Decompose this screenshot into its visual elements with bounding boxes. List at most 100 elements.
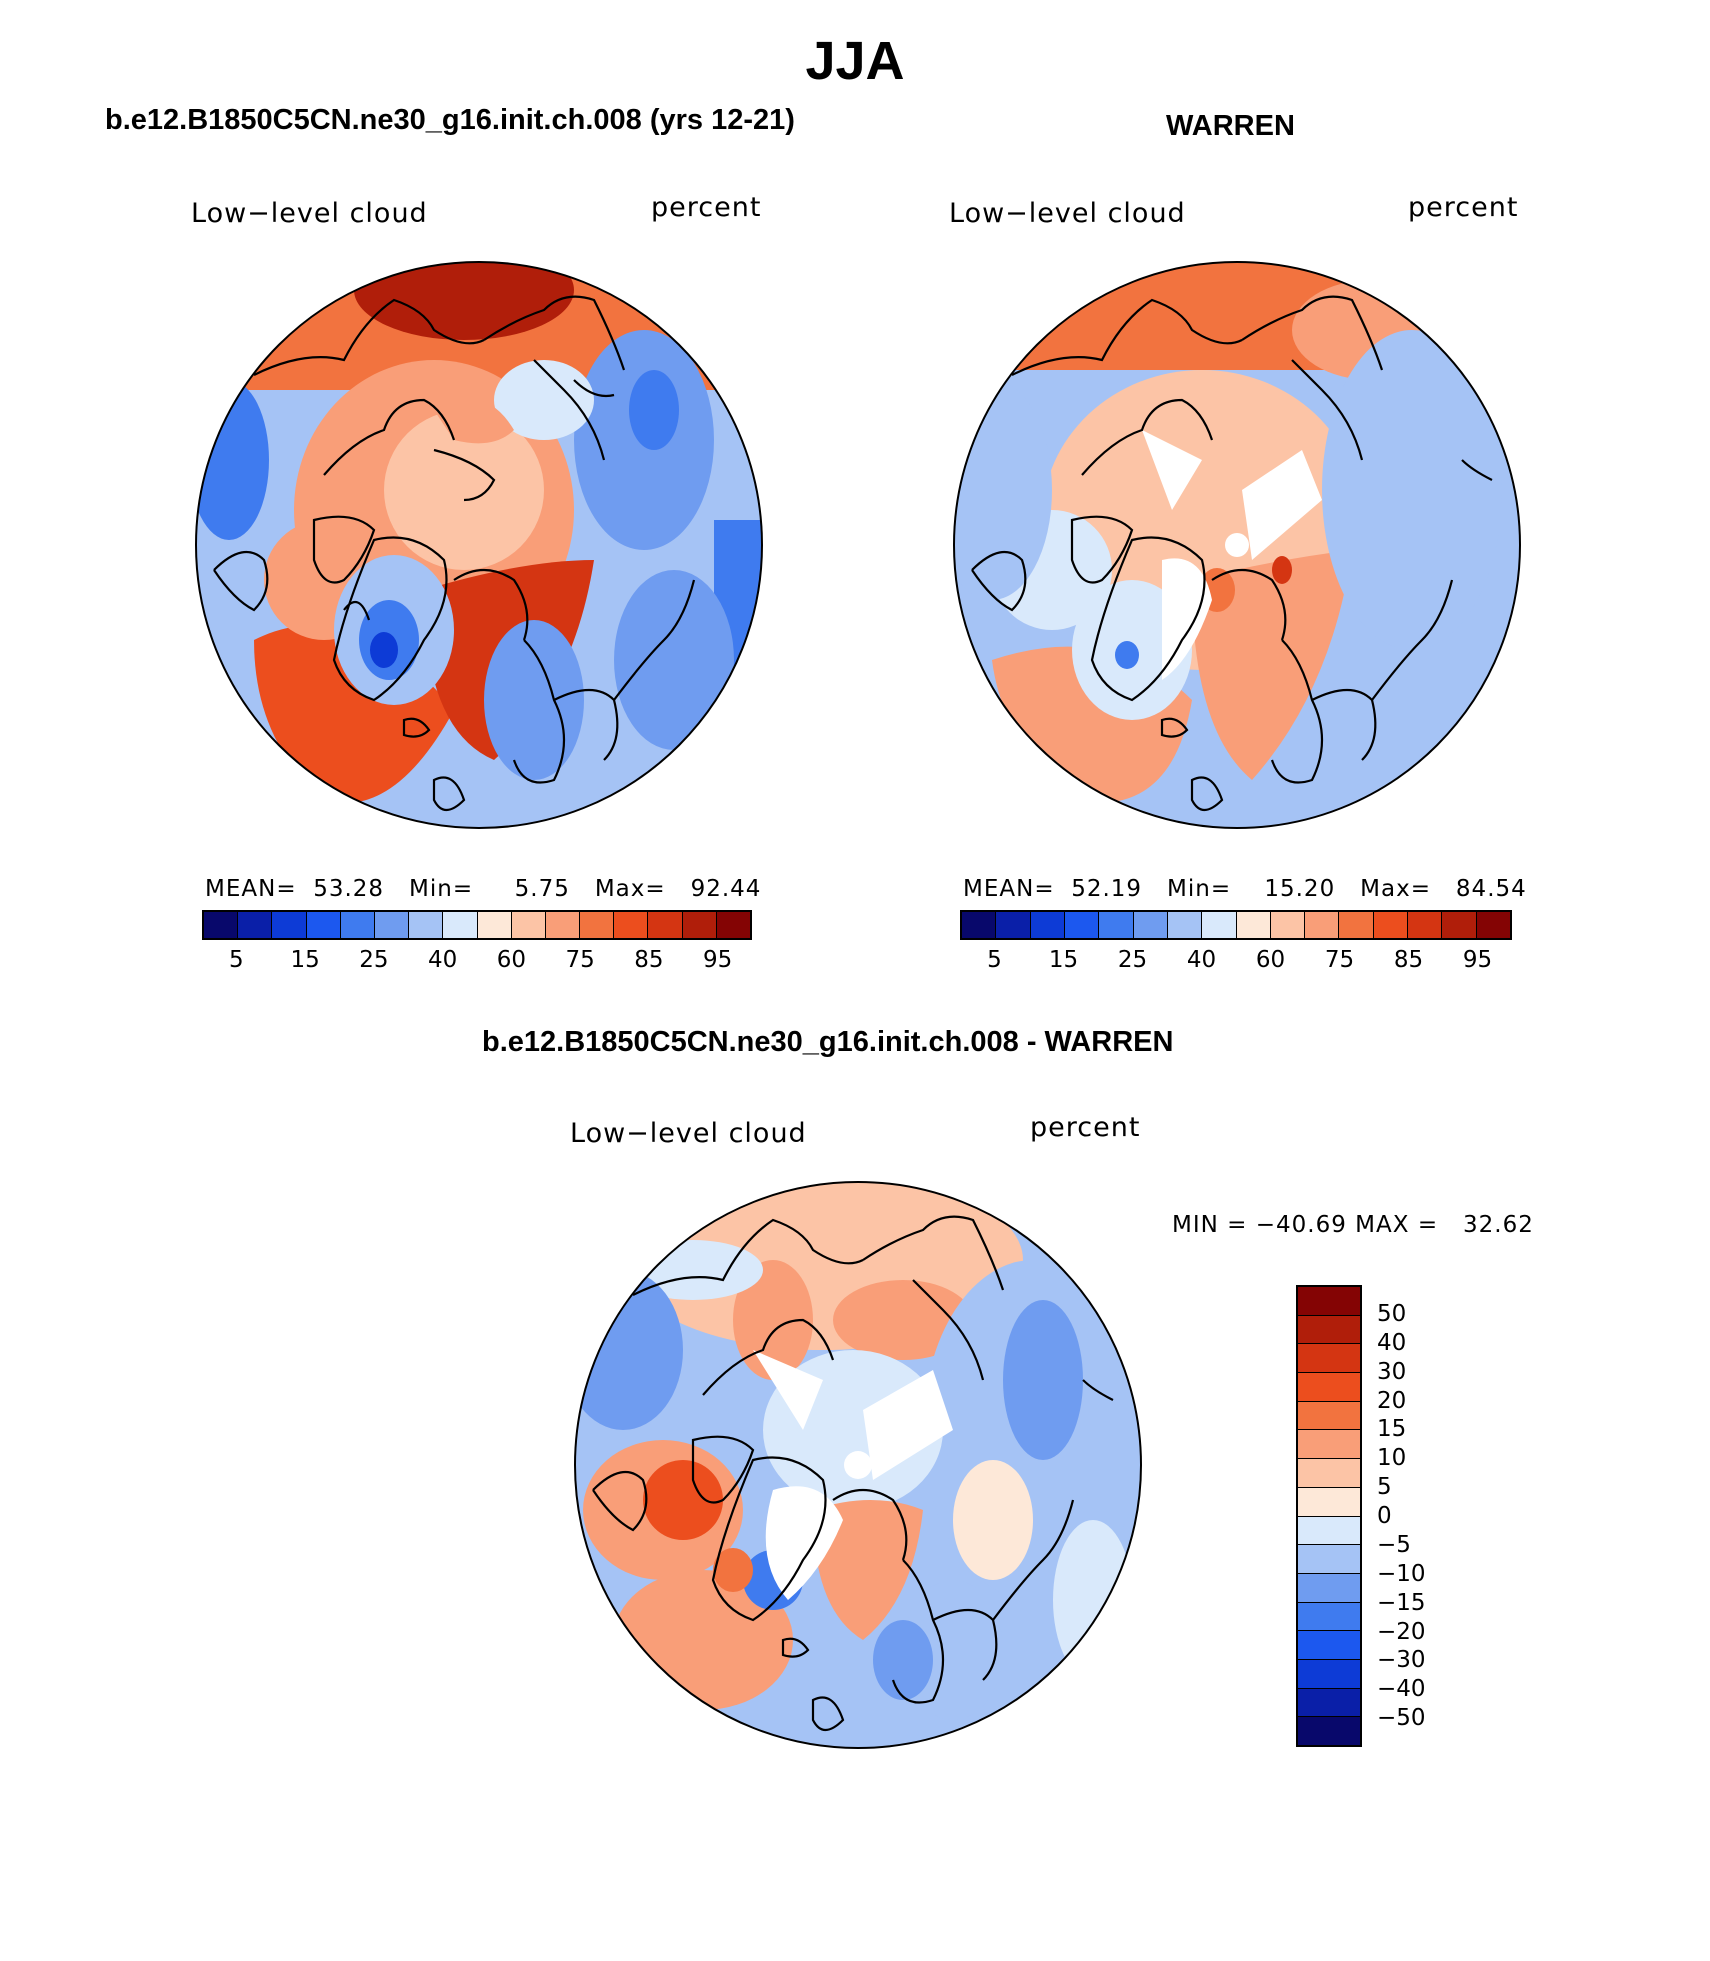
colorbar-swatch: [614, 912, 649, 938]
colorbar-swatch: [477, 912, 512, 938]
colorbar-swatch: [1030, 912, 1065, 938]
colorbar-swatch: [1298, 1287, 1360, 1316]
colorbar-swatch: [1476, 912, 1510, 938]
model-colorbar: [202, 910, 752, 940]
colorbar-tick-label: 40: [427, 947, 458, 973]
colorbar-swatch: [340, 912, 375, 938]
figure-title: JJA: [805, 31, 905, 91]
colorbar-swatch: [204, 912, 239, 938]
colorbar-swatch: [511, 912, 546, 938]
diff-polar-map: [574, 1181, 1142, 1749]
colorbar-swatch: [1298, 1516, 1360, 1546]
colorbar-swatch: [409, 912, 444, 938]
obs-mean-value: 52.19: [1071, 876, 1143, 902]
colorbar-swatch: [545, 912, 581, 938]
colorbar-tick-label: −5: [1377, 1531, 1411, 1558]
colorbar-swatch: [1064, 912, 1100, 938]
colorbar-swatch: [1099, 912, 1134, 938]
obs-stats: MEAN= 52.19 Min= 15.20 Max= 84.54: [963, 876, 1527, 902]
colorbar-swatch: [1236, 912, 1271, 938]
obs-units-label: percent: [1408, 192, 1519, 223]
colorbar-swatch: [306, 912, 341, 938]
colorbar-tick-label: 50: [1377, 1300, 1407, 1327]
colorbar-swatch: [1298, 1430, 1360, 1460]
colorbar-swatch: [1298, 1631, 1360, 1660]
colorbar-tick-label: 15: [290, 947, 320, 973]
colorbar-swatch: [1298, 1717, 1360, 1745]
colorbar-tick-label: 15: [1048, 947, 1079, 973]
obs-variable-label: Low−level cloud: [949, 198, 1186, 229]
colorbar-swatch: [1298, 1373, 1360, 1402]
colorbar-tick-label: 95: [1462, 947, 1493, 973]
diff-max-label: MAX =: [1355, 1212, 1439, 1238]
obs-min-value: 15.20: [1264, 876, 1336, 902]
colorbar-swatch: [1305, 912, 1340, 938]
colorbar-swatch: [682, 912, 717, 938]
model-min-label: Min=: [409, 876, 474, 902]
colorbar-tick-label: 95: [702, 947, 733, 973]
colorbar-swatch: [238, 912, 273, 938]
colorbar-swatch: [272, 912, 307, 938]
colorbar-tick-label: −50: [1377, 1705, 1426, 1732]
model-panel-title: b.e12.B1850C5CN.ne30_g16.init.ch.008 (yr…: [105, 104, 795, 136]
obs-max-value: 84.54: [1455, 876, 1527, 902]
colorbar-swatch: [1298, 1688, 1360, 1718]
colorbar-swatch: [1298, 1401, 1360, 1431]
colorbar-tick-label: 25: [359, 947, 389, 973]
model-polar-map: [195, 261, 763, 829]
obs-max-label: Max=: [1360, 876, 1431, 902]
model-variable-label: Low−level cloud: [191, 198, 428, 229]
colorbar-swatch: [1408, 912, 1443, 938]
colorbar-tick-label: 5: [1377, 1474, 1392, 1501]
diff-panel-title: b.e12.B1850C5CN.ne30_g16.init.ch.008 - W…: [482, 1026, 1174, 1058]
diff-stats: MIN = −40.69 MAX = 32.62: [1172, 1212, 1534, 1238]
diff-colorbar: [1296, 1285, 1362, 1747]
colorbar-tick-label: 10: [1377, 1445, 1407, 1472]
obs-colorbar-ticks: 5 15 25 40 60 75 85 95: [960, 947, 1512, 977]
colorbar-swatch: [1442, 912, 1477, 938]
model-mean-label: MEAN=: [205, 876, 297, 902]
obs-colorbar: [960, 910, 1512, 940]
colorbar-tick-label: 60: [1255, 947, 1286, 973]
colorbar-swatch: [1298, 1487, 1360, 1517]
obs-mean-label: MEAN=: [963, 876, 1055, 902]
colorbar-tick-label: −30: [1377, 1647, 1426, 1674]
colorbar-swatch: [1298, 1315, 1360, 1345]
colorbar-tick-label: −20: [1377, 1618, 1426, 1645]
colorbar-swatch: [1298, 1459, 1360, 1488]
colorbar-tick-label: 20: [1377, 1387, 1407, 1414]
colorbar-swatch: [580, 912, 615, 938]
model-max-value: 92.44: [690, 876, 762, 902]
colorbar-tick-label: 40: [1186, 947, 1217, 973]
model-colorbar-ticks: 5 15 25 40 60 75 85 95: [202, 947, 752, 977]
colorbar-swatch: [1133, 912, 1168, 938]
diff-max-value: 32.62: [1463, 1212, 1534, 1238]
model-max-label: Max=: [594, 876, 666, 902]
colorbar-tick-label: 40: [1377, 1329, 1407, 1356]
colorbar-tick-label: 75: [1324, 947, 1355, 973]
colorbar-tick-label: 75: [565, 947, 595, 973]
diff-units-label: percent: [1030, 1112, 1141, 1143]
colorbar-tick-label: 5: [229, 947, 244, 973]
obs-panel-title: WARREN: [1166, 110, 1295, 142]
colorbar-tick-label: −15: [1377, 1589, 1426, 1616]
colorbar-swatch: [996, 912, 1031, 938]
diff-min-label: MIN =: [1172, 1212, 1248, 1238]
colorbar-swatch: [1167, 912, 1203, 938]
diff-min-value: −40.69: [1255, 1212, 1347, 1238]
diff-variable-label: Low−level cloud: [570, 1118, 807, 1149]
model-stats: MEAN= 53.28 Min= 5.75 Max= 92.44: [205, 876, 761, 902]
model-min-value: 5.75: [514, 876, 570, 902]
colorbar-swatch: [374, 912, 410, 938]
diff-colorbar-ticks: 50 40 30 20 15 10 5 0 −5 −10 −15 −20 −30 −40 −50: [1377, 1285, 1457, 1747]
colorbar-swatch: [1373, 912, 1409, 938]
colorbar-tick-label: 85: [1393, 947, 1424, 973]
colorbar-tick-label: 60: [496, 947, 527, 973]
obs-polar-map: [953, 261, 1521, 829]
colorbar-swatch: [1298, 1659, 1360, 1689]
colorbar-swatch: [648, 912, 683, 938]
colorbar-swatch: [716, 912, 750, 938]
colorbar-tick-label: 0: [1377, 1503, 1392, 1529]
colorbar-swatch: [1298, 1573, 1360, 1603]
colorbar-tick-label: 30: [1377, 1358, 1407, 1385]
